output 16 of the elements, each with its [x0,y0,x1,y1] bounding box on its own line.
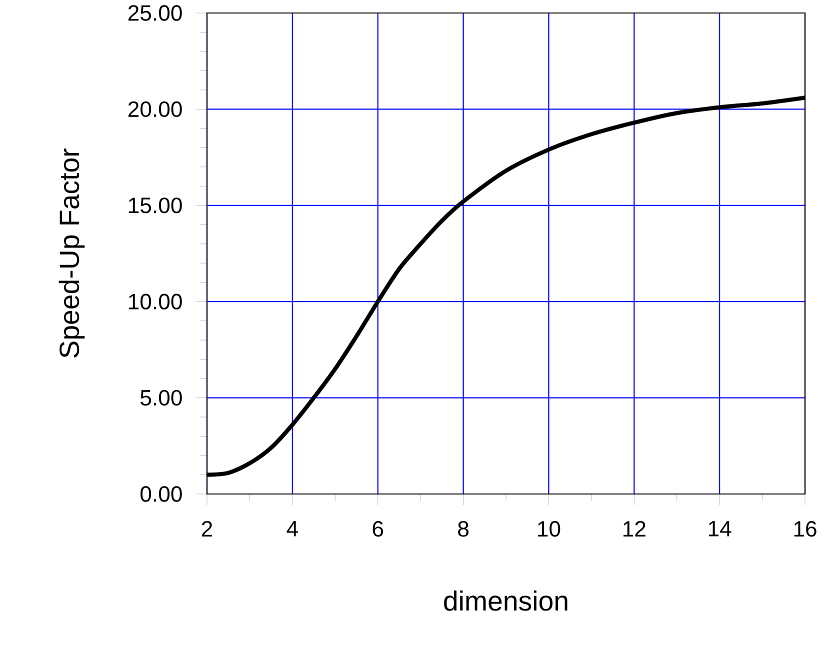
x-tick-label: 4 [286,521,298,536]
y-tick-label: 0.00 [140,486,182,502]
x-tick-label: 2 [202,521,212,536]
x-axis-title: dimension [444,590,568,611]
x-tick-label: 14 [708,521,732,536]
x-tick-label: 8 [458,521,468,537]
y-tick-label: 10.00 [129,294,182,310]
x-tick-label: 10 [538,521,560,537]
y-axis-title: Speed-Up Factor [58,148,85,358]
y-tick-label: 5.00 [140,390,182,406]
x-tick-label: 16 [794,521,816,537]
y-tick-label: 20.00 [128,101,182,118]
x-tick-label: 12 [624,521,646,536]
y-tick-label: 25.00 [128,5,182,21]
x-tick-label: 6 [372,521,384,537]
y-tick-label: 15.00 [129,198,182,214]
